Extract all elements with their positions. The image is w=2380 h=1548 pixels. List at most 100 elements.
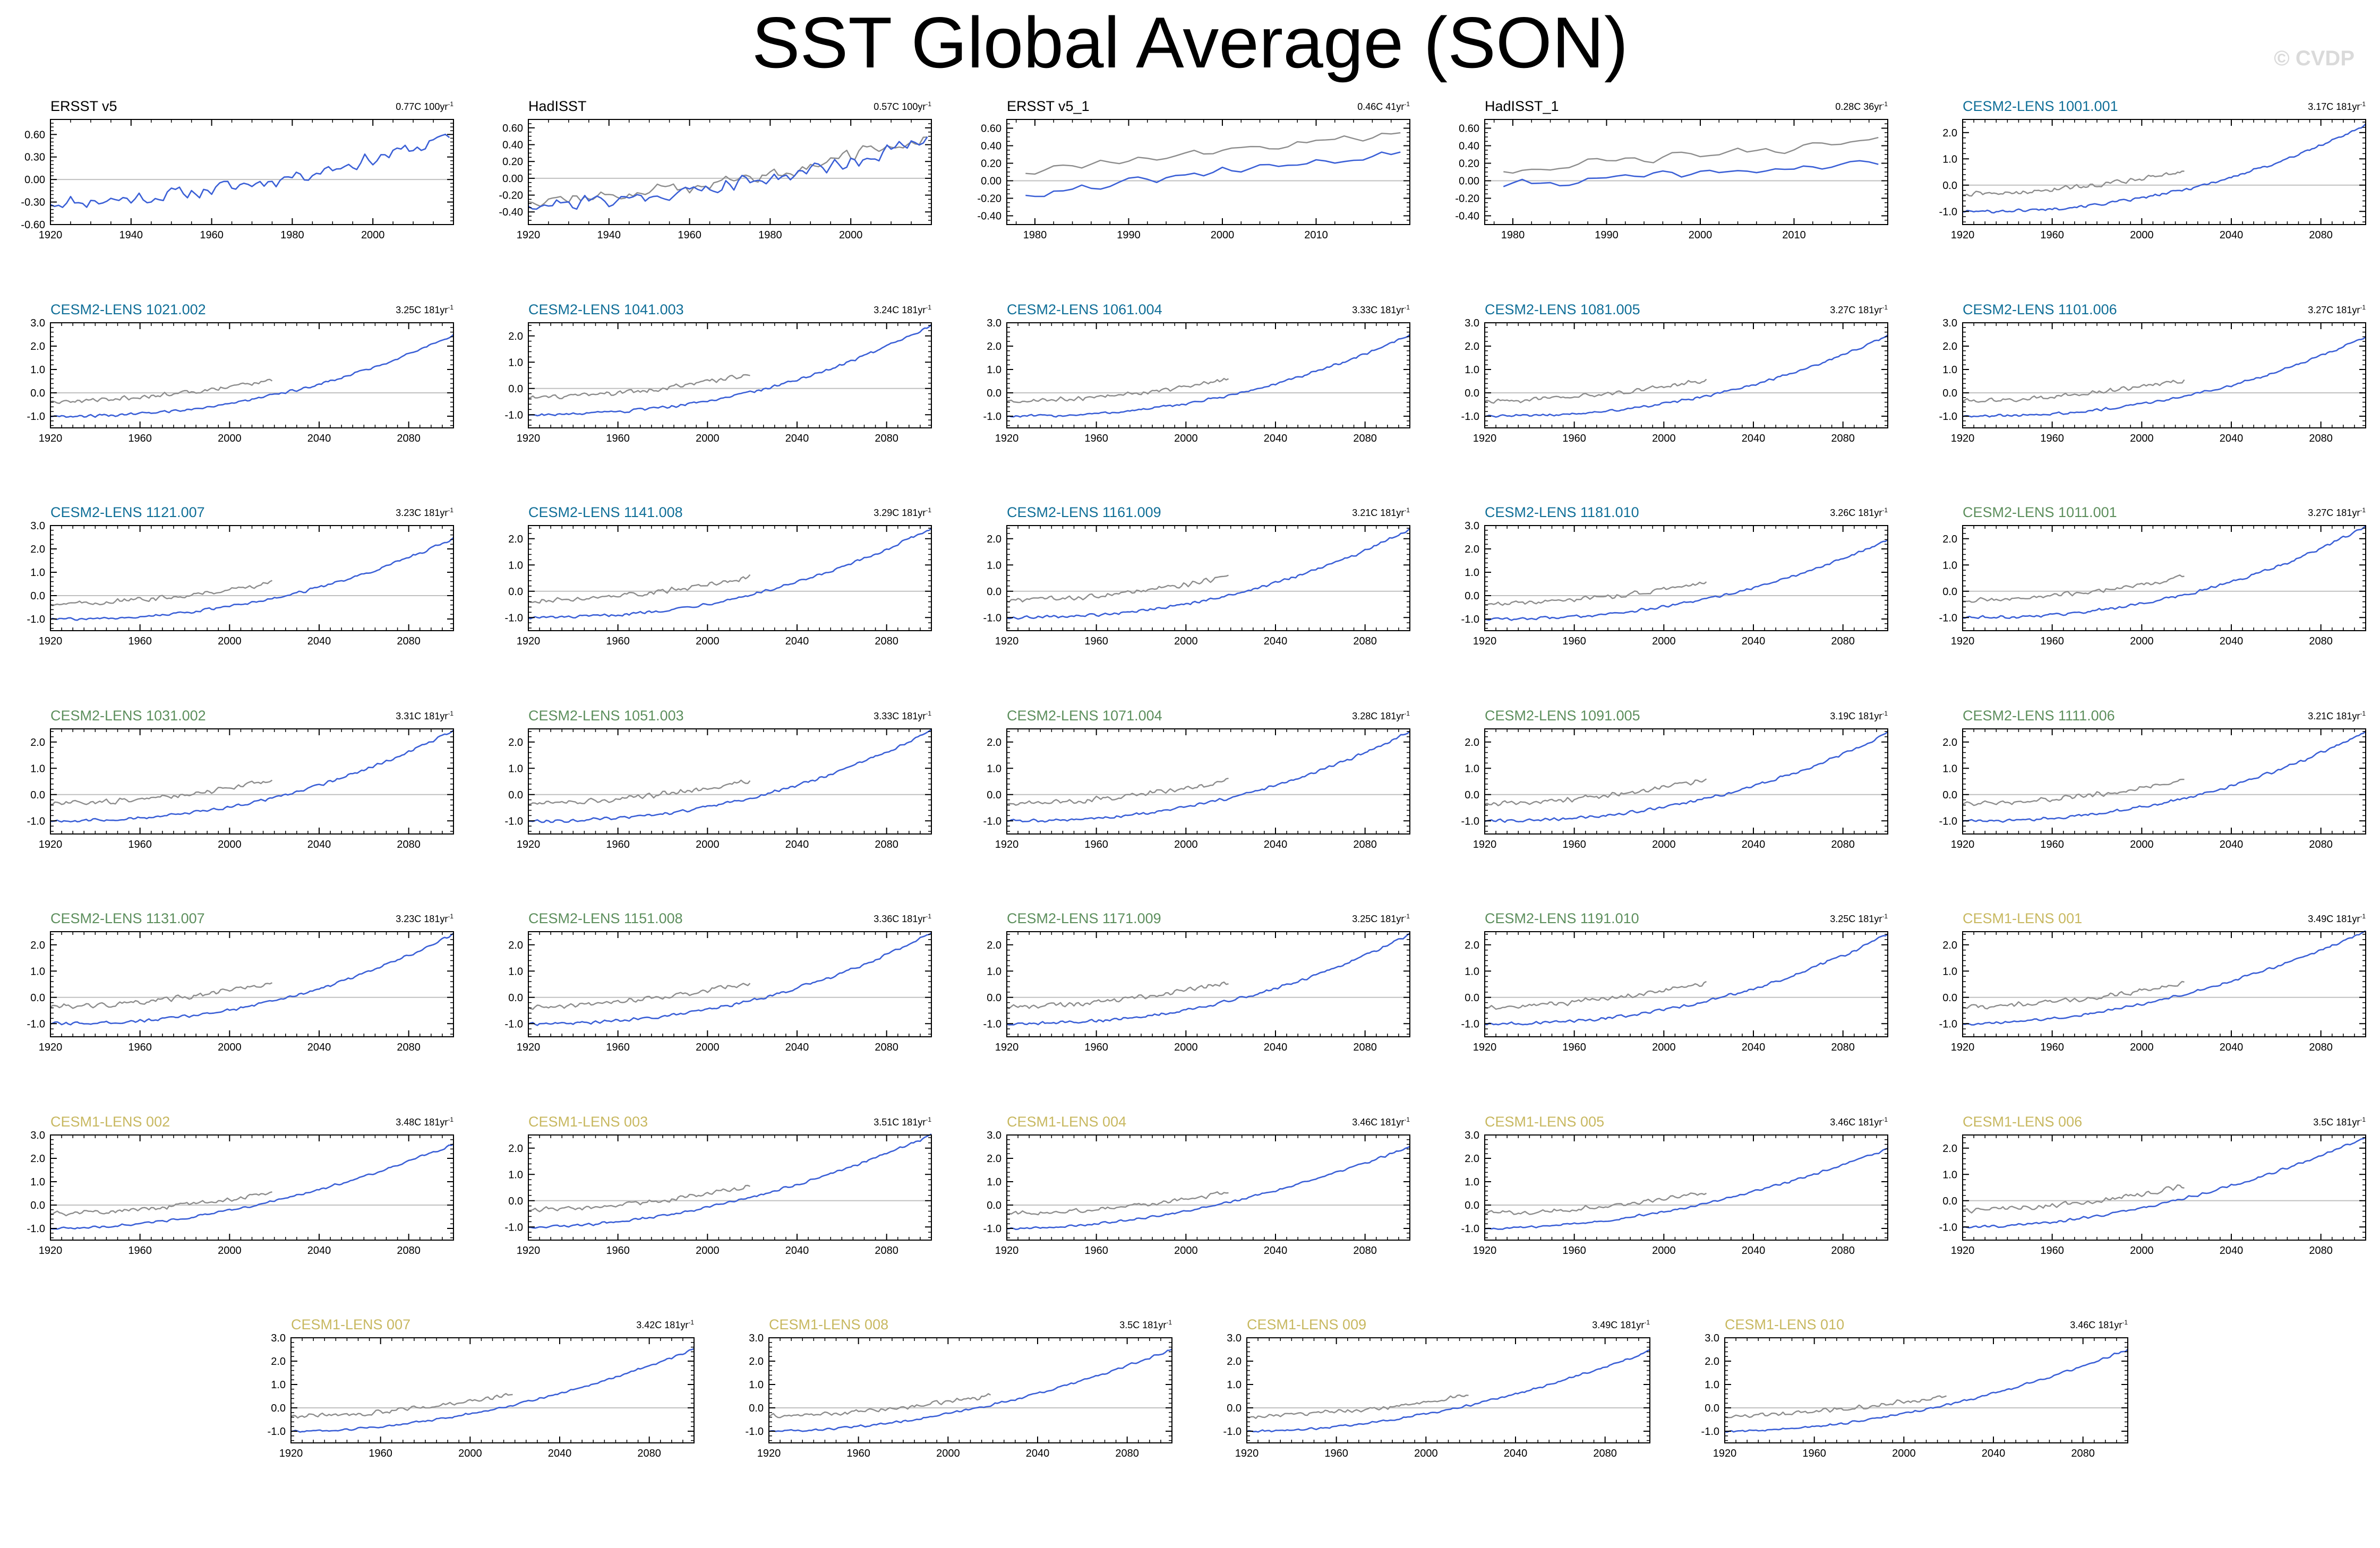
trend-label: 3.42C 181yr-1	[636, 1319, 694, 1330]
trend-label: 3.27C 181yr-1	[2308, 304, 2366, 315]
x-tick-label: 1920	[1473, 433, 1497, 444]
y-tick-label: 0.0	[30, 388, 45, 399]
x-tick-label: 1960	[1562, 839, 1586, 850]
x-tick-label: 1920	[1951, 1042, 1975, 1053]
y-tick-label: 2.0	[508, 737, 523, 749]
x-tick-label: 2010	[1782, 229, 1806, 241]
plot-area: 1920 1960 2000 2040 2080 2.0 1.0 0.0 -1.0	[505, 322, 932, 444]
series-line-main	[50, 1143, 454, 1230]
panel-title: CESM1-LENS 009	[1247, 1317, 1367, 1332]
y-tick-label: 3.0	[749, 1332, 764, 1344]
y-tick-label: 1.0	[508, 1169, 523, 1181]
series-line-obs	[528, 983, 751, 1010]
series-line-main	[290, 1348, 695, 1433]
plot-frame	[1006, 525, 1410, 631]
y-tick-label: 2.0	[508, 940, 523, 951]
x-tick-label: 1920	[1951, 635, 1975, 647]
x-tick-label: 1960	[846, 1448, 870, 1459]
x-tick-label: 2080	[875, 1042, 898, 1053]
y-tick-label: 0.0	[987, 992, 1001, 1004]
y-tick-label: 3.0	[271, 1332, 286, 1344]
y-tick-label: 1.0	[987, 1176, 1001, 1188]
y-tick-label: 3.0	[987, 1130, 1001, 1141]
series-line-obs	[50, 982, 273, 1009]
series-line-main	[1962, 730, 2366, 823]
panel-title: CESM2-LENS 1061.004	[1007, 302, 1162, 317]
y-tick-label: 2.0	[749, 1356, 764, 1368]
series-line-main	[1484, 539, 1888, 621]
y-tick-label: 2.0	[30, 544, 45, 555]
series-line-main	[528, 136, 928, 210]
y-tick-label: -1.0	[1461, 815, 1479, 827]
plot-frame	[768, 1337, 1172, 1443]
x-tick-label: 2000	[2130, 635, 2154, 647]
x-tick-label: 1960	[2040, 839, 2064, 850]
plot-frame	[1484, 525, 1888, 631]
x-tick-label: 2040	[2220, 229, 2244, 241]
y-tick-label: 2.0	[1942, 1143, 1957, 1155]
x-tick-label: 2000	[1652, 839, 1676, 850]
y-tick-label: 2.0	[1465, 341, 1479, 352]
panel-title: CESM2-LENS 1101.006	[1963, 302, 2117, 317]
y-tick-label: -0.40	[499, 207, 523, 218]
x-tick-label: 2040	[1264, 839, 1288, 850]
chart-panel: CESM2-LENS 1011.001 3.27C 181yr-1 1920 1960…	[1939, 504, 2366, 647]
series-line-obs	[1246, 1394, 1469, 1419]
series-line-obs	[528, 374, 750, 399]
y-tick-label: 2.0	[30, 737, 45, 749]
trend-label: 3.46C 181yr-1	[1352, 1116, 1410, 1128]
y-tick-label: -0.40	[1455, 211, 1479, 222]
chart-panel: CESM1-LENS 004 3.46C 181yr-1 1920 1960 2000 2…	[983, 1114, 1410, 1257]
chart-panel: CESM2-LENS 1121.007 3.23C 181yr-1 1920 1960…	[27, 504, 454, 647]
panel-title: CESM1-LENS 004	[1007, 1114, 1127, 1130]
x-tick-label: 2040	[1264, 635, 1288, 647]
plot-area: 1920 1960 2000 2040 2080 3.0 2.0 1.0 0.0 -1.0	[1461, 520, 1888, 647]
x-tick-label: 2040	[1504, 1448, 1528, 1459]
x-tick-label: 2080	[1831, 1245, 1855, 1257]
plot-frame	[1484, 119, 1888, 225]
y-tick-label: 1.0	[1465, 763, 1479, 775]
plot-frame	[528, 728, 932, 835]
plot-frame	[50, 525, 454, 631]
chart-panel: CESM2-LENS 1181.010 3.26C 181yr-1 1920 1960…	[1461, 504, 1888, 647]
series-line-main	[1962, 123, 2366, 214]
y-tick-label: 2.0	[1465, 1153, 1479, 1165]
x-tick-label: 1980	[758, 229, 782, 241]
x-tick-label: 2040	[307, 635, 331, 647]
x-tick-label: 2080	[2309, 839, 2333, 850]
plot-area: 1920 1960 2000 2040 2080 3.0 2.0 1.0 0.0 -1.0	[27, 317, 454, 444]
plot-area: 1980 1990 2000 2010 0.60 0.40 0.20 0.00 -0.20 -0.…	[1455, 119, 1888, 241]
plot-area: 1980 1990 2000 2010 0.60 0.40 0.20 0.00 -0.20 -0.…	[977, 119, 1410, 241]
trend-label: 3.31C 181yr-1	[396, 710, 453, 721]
x-tick-label: 1960	[606, 635, 630, 647]
x-tick-label: 2040	[785, 1042, 809, 1053]
x-tick-label: 2040	[1742, 839, 1766, 850]
x-tick-label: 2000	[696, 1042, 720, 1053]
y-tick-label: 2.0	[1942, 737, 1957, 749]
x-tick-label: 1920	[1951, 839, 1975, 850]
panel-title: HadISST_1	[1485, 98, 1559, 114]
series-line-obs	[528, 779, 751, 805]
plot-frame	[50, 322, 454, 428]
chart-panel: CESM2-LENS 1081.005 3.27C 181yr-1 1920 1960…	[1461, 302, 1888, 444]
x-tick-label: 1980	[280, 229, 304, 241]
plot-frame	[528, 119, 932, 225]
series-line-obs	[1006, 778, 1229, 806]
y-tick-label: 3.0	[1465, 317, 1479, 329]
x-tick-label: 2080	[1353, 635, 1377, 647]
panel-title: CESM2-LENS 1011.001	[1963, 504, 2117, 520]
trend-label: 3.29C 181yr-1	[874, 506, 931, 518]
series-line-main	[1006, 1146, 1410, 1231]
x-tick-label: 2080	[875, 839, 898, 850]
series-line-main	[1484, 731, 1888, 823]
x-tick-label: 2040	[785, 1245, 809, 1257]
x-tick-label: 2000	[2130, 1042, 2154, 1053]
x-tick-label: 1960	[1084, 433, 1108, 444]
y-tick-label: 3.0	[30, 317, 45, 329]
series-line-obs	[1006, 1191, 1229, 1216]
plot-area: 1920 1960 2000 2040 2080 3.0 2.0 1.0 0.0 -1.0	[746, 1332, 1172, 1459]
trend-label: 3.26C 181yr-1	[1830, 506, 1888, 518]
x-tick-label: 1920	[517, 229, 541, 241]
series-line-main	[1962, 1137, 2366, 1229]
x-tick-label: 2000	[1652, 1245, 1676, 1257]
